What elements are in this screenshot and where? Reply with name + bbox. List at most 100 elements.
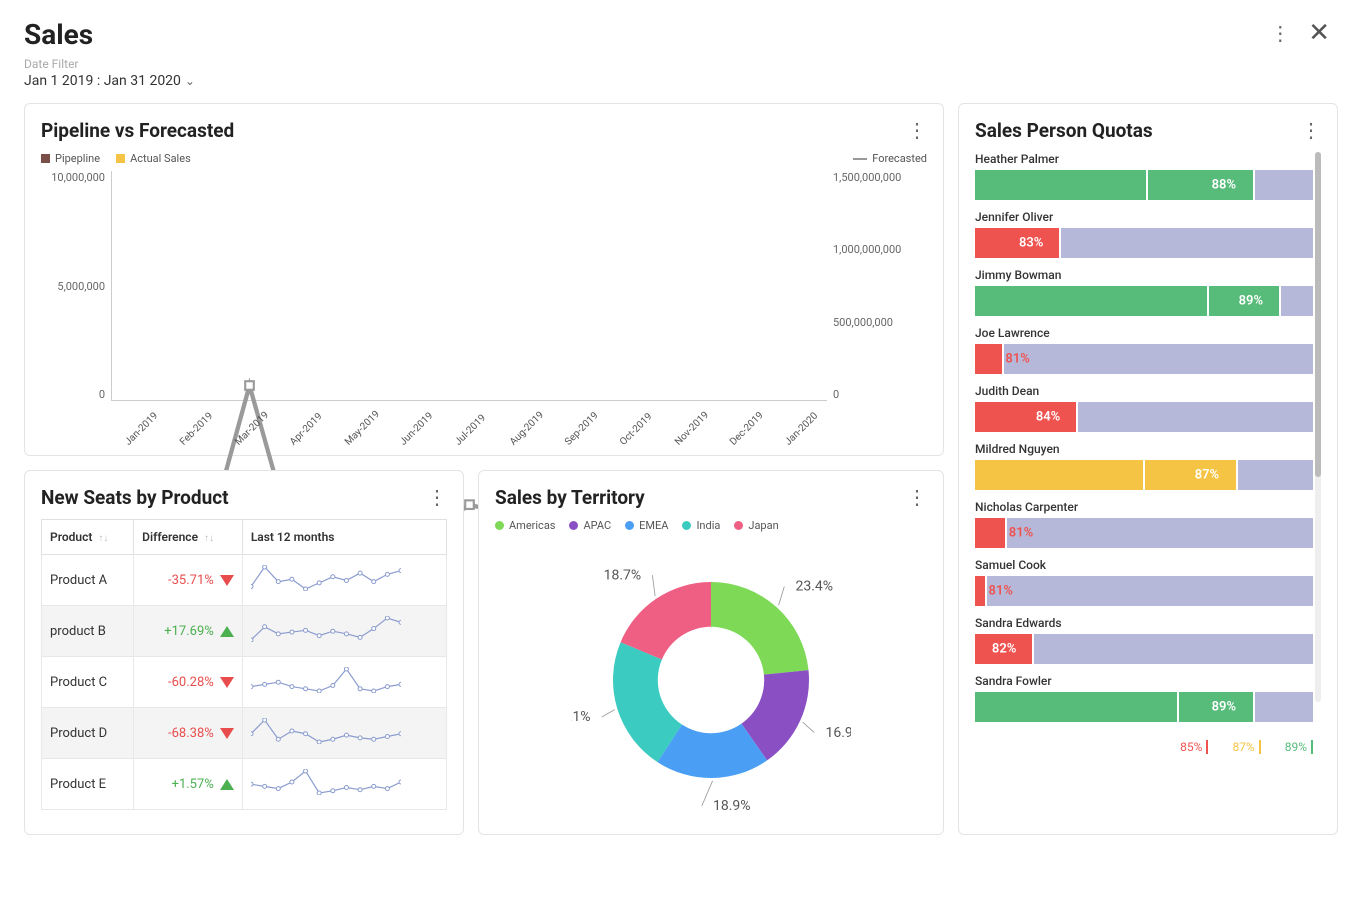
pipeline-chart-area (111, 171, 827, 401)
legend-label: APAC (583, 519, 611, 532)
quota-bar[interactable]: 81% (975, 344, 1313, 374)
quota-name: Sandra Fowler (975, 674, 1313, 688)
legend-actual-label: Actual Sales (130, 152, 191, 165)
territory-title: Sales by Territory (495, 486, 645, 509)
legend-dot-icon (625, 521, 634, 530)
pipeline-more-icon[interactable]: ⋮ (907, 118, 927, 142)
donut-label: 16.9% (826, 725, 851, 741)
donut-label: 18.9% (713, 798, 751, 814)
table-row[interactable]: Product E+1.57% (42, 759, 447, 810)
x-label: May-2019 (343, 406, 385, 448)
table-row[interactable]: Product D-68.38% (42, 708, 447, 759)
quota-bar[interactable]: 89% (975, 692, 1313, 722)
quota-bar[interactable]: 83% (975, 228, 1313, 258)
quota-name: Mildred Nguyen (975, 442, 1313, 456)
triangle-down-icon (220, 575, 234, 586)
quota-item: Jimmy Bowman 89% (975, 268, 1313, 316)
diff-cell: -68.38% (134, 708, 243, 759)
sparkline-cell (242, 657, 446, 708)
quotas-title: Sales Person Quotas (975, 119, 1153, 142)
quota-bar[interactable]: 82% (975, 634, 1313, 664)
quota-pct: 89% (1239, 294, 1263, 309)
quota-name: Heather Palmer (975, 152, 1313, 166)
legend-forecasted[interactable]: Forecasted (853, 152, 927, 165)
quota-pct: 83% (1019, 236, 1043, 251)
x-label: Sep-2019 (563, 406, 605, 448)
x-label: Jan-2019 (123, 406, 165, 448)
quota-item: Samuel Cook 81% (975, 558, 1313, 606)
legend-label: Japan (748, 519, 778, 532)
territory-more-icon[interactable]: ⋮ (907, 485, 927, 509)
territory-legend-item[interactable]: Americas (495, 519, 555, 532)
quota-pct: 87% (1195, 468, 1219, 483)
product-cell: Product E (42, 759, 134, 810)
quota-pct: 81% (1005, 352, 1029, 367)
donut-label: 22.1% (571, 709, 591, 725)
quota-bar[interactable]: 81% (975, 576, 1313, 606)
quota-name: Jimmy Bowman (975, 268, 1313, 282)
x-label: Aug-2019 (508, 406, 550, 448)
quota-item: Judith Dean 84% (975, 384, 1313, 432)
table-row[interactable]: product B+17.69% (42, 606, 447, 657)
quota-item: Nicholas Carpenter 81% (975, 500, 1313, 548)
x-label: Jun-2019 (398, 406, 440, 448)
quota-name: Nicholas Carpenter (975, 500, 1313, 514)
quota-bar[interactable]: 87% (975, 460, 1313, 490)
quotas-more-icon[interactable]: ⋮ (1301, 118, 1321, 142)
scrollbar-thumb[interactable] (1315, 152, 1321, 477)
triangle-up-icon (220, 779, 234, 790)
territory-donut: 23.4%16.9%18.9%22.1%18.7% (571, 540, 851, 820)
sparkline-cell (242, 555, 446, 606)
territory-legend-item[interactable]: Japan (734, 519, 778, 532)
donut-segment[interactable] (711, 582, 809, 675)
quota-name: Judith Dean (975, 384, 1313, 398)
donut-label: 18.7% (604, 567, 642, 583)
product-cell: Product D (42, 708, 134, 759)
donut-segment[interactable] (621, 582, 711, 659)
seats-more-icon[interactable]: ⋮ (427, 485, 447, 509)
quota-name: Samuel Cook (975, 558, 1313, 572)
quota-item: Jennifer Oliver83% (975, 210, 1313, 258)
legend-dot-icon (734, 521, 743, 530)
quota-bar[interactable]: 84% (975, 402, 1313, 432)
more-menu-icon[interactable]: ⋮ (1270, 21, 1290, 45)
col-last12[interactable]: Last 12 months (242, 520, 446, 555)
table-row[interactable]: Product C-60.28% (42, 657, 447, 708)
date-filter-label: Date Filter (24, 57, 195, 71)
quota-pct: 84% (1036, 410, 1060, 425)
quota-legend-item: 85% (1180, 740, 1208, 754)
x-label: Dec-2019 (728, 406, 770, 448)
x-label: Nov-2019 (673, 406, 715, 448)
quota-item: Sandra Edwards82% (975, 616, 1313, 664)
x-label: Jan-2020 (783, 406, 825, 448)
table-row[interactable]: Product A-35.71% (42, 555, 447, 606)
quota-item: Heather Palmer 88% (975, 152, 1313, 200)
diff-cell: +17.69% (134, 606, 243, 657)
legend-dot-icon (569, 521, 578, 530)
legend-dot-icon (682, 521, 691, 530)
x-label: Jul-2019 (453, 406, 495, 448)
legend-actual[interactable]: Actual Sales (116, 152, 191, 165)
seats-table: Product↑↓ Difference↑↓ Last 12 months Pr… (41, 519, 447, 810)
chevron-down-icon: ⌄ (185, 74, 195, 88)
sparkline-cell (242, 759, 446, 810)
quota-bar[interactable]: 89% (975, 286, 1313, 316)
col-product[interactable]: Product↑↓ (42, 520, 134, 555)
sparkline-cell (242, 606, 446, 657)
date-filter-value: Jan 1 2019 : Jan 31 2020 (24, 73, 181, 89)
close-icon[interactable]: ✕ (1308, 18, 1330, 48)
col-difference[interactable]: Difference↑↓ (134, 520, 243, 555)
territory-legend-item[interactable]: EMEA (625, 519, 668, 532)
date-filter-dropdown[interactable]: Jan 1 2019 : Jan 31 2020 ⌄ (24, 73, 195, 89)
territory-legend-item[interactable]: India (682, 519, 720, 532)
quota-bar[interactable]: 88% (975, 170, 1313, 200)
legend-label: Americas (509, 519, 555, 532)
x-label: Feb-2019 (178, 406, 220, 448)
quota-pct: 81% (1009, 526, 1033, 541)
x-label: Mar-2019 (233, 406, 275, 448)
quota-pct: 81% (989, 584, 1013, 599)
diff-cell: -35.71% (134, 555, 243, 606)
quota-bar[interactable]: 81% (975, 518, 1313, 548)
legend-pipeline[interactable]: Pipepline (41, 152, 100, 165)
territory-legend-item[interactable]: APAC (569, 519, 611, 532)
